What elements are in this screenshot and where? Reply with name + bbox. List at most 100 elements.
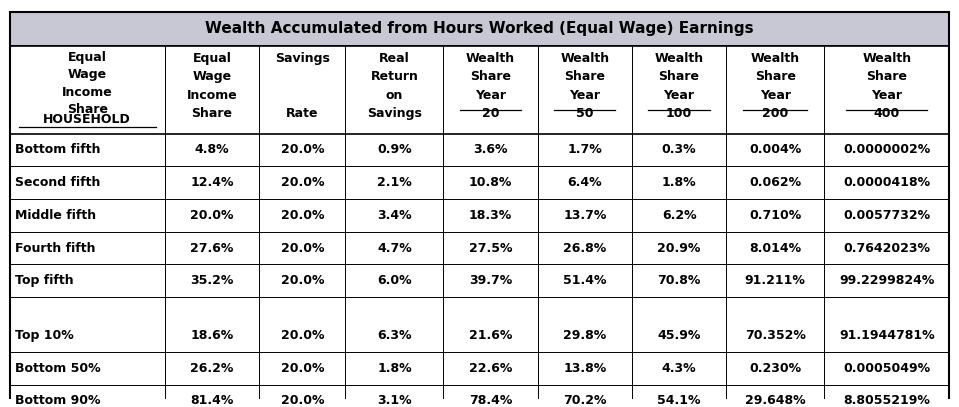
Text: Top 10%: Top 10% <box>15 329 74 342</box>
Text: 4.3%: 4.3% <box>662 362 696 375</box>
Text: 8.014%: 8.014% <box>749 242 801 255</box>
Text: 8.8055219%: 8.8055219% <box>843 394 930 407</box>
Text: Middle fifth: Middle fifth <box>15 209 96 222</box>
Text: Real: Real <box>379 52 409 65</box>
Text: 81.4%: 81.4% <box>190 394 234 407</box>
Text: 13.7%: 13.7% <box>563 209 606 222</box>
Text: 45.9%: 45.9% <box>658 329 701 342</box>
Text: 91.1944781%: 91.1944781% <box>839 329 934 342</box>
Text: 20.0%: 20.0% <box>281 362 324 375</box>
Bar <box>10 46 949 133</box>
Text: Share: Share <box>866 70 907 83</box>
Text: 6.4%: 6.4% <box>568 176 602 189</box>
Text: Share: Share <box>659 70 699 83</box>
Text: 26.8%: 26.8% <box>563 242 606 255</box>
Text: 200: 200 <box>762 107 788 120</box>
Text: 91.211%: 91.211% <box>745 274 806 287</box>
Text: 27.5%: 27.5% <box>469 242 512 255</box>
Text: Year: Year <box>570 89 600 102</box>
Text: 99.2299824%: 99.2299824% <box>839 274 934 287</box>
Text: 0.0000002%: 0.0000002% <box>843 144 930 157</box>
Text: 35.2%: 35.2% <box>190 274 234 287</box>
Text: 1.8%: 1.8% <box>377 362 411 375</box>
Text: Wealth: Wealth <box>751 52 800 65</box>
Text: Wealth: Wealth <box>655 52 704 65</box>
Text: 12.4%: 12.4% <box>190 176 234 189</box>
Text: 400: 400 <box>874 107 900 120</box>
Text: 18.3%: 18.3% <box>469 209 512 222</box>
Text: Share: Share <box>564 70 605 83</box>
Text: Equal: Equal <box>68 51 106 64</box>
Bar <box>10 12 949 46</box>
Text: Year: Year <box>871 89 902 102</box>
Text: 6.3%: 6.3% <box>377 329 411 342</box>
Text: Share: Share <box>755 70 796 83</box>
Text: Income: Income <box>187 89 238 102</box>
Text: 100: 100 <box>666 107 692 120</box>
Text: 3.4%: 3.4% <box>377 209 411 222</box>
Text: 3.1%: 3.1% <box>377 394 411 407</box>
Text: Fourth fifth: Fourth fifth <box>15 242 96 255</box>
Text: on: on <box>386 89 403 102</box>
Text: 6.0%: 6.0% <box>377 274 411 287</box>
Text: 6.2%: 6.2% <box>662 209 696 222</box>
Text: 29.648%: 29.648% <box>745 394 806 407</box>
Text: Savings: Savings <box>275 52 330 65</box>
Text: 0.062%: 0.062% <box>749 176 801 189</box>
Text: 54.1%: 54.1% <box>657 394 701 407</box>
Text: 20.0%: 20.0% <box>281 274 324 287</box>
Text: Wealth: Wealth <box>560 52 609 65</box>
Text: 0.0000418%: 0.0000418% <box>843 176 930 189</box>
Text: Wage: Wage <box>68 68 106 81</box>
Text: 50: 50 <box>576 107 594 120</box>
Text: 0.0057732%: 0.0057732% <box>843 209 930 222</box>
Text: 20.0%: 20.0% <box>281 242 324 255</box>
Text: 20.9%: 20.9% <box>658 242 701 255</box>
Text: HOUSEHOLD: HOUSEHOLD <box>43 114 131 127</box>
Text: Share: Share <box>192 107 232 120</box>
Text: 0.7642023%: 0.7642023% <box>843 242 930 255</box>
Text: Income: Income <box>62 85 112 98</box>
Text: 20: 20 <box>481 107 500 120</box>
Text: 20.0%: 20.0% <box>281 329 324 342</box>
Text: Share: Share <box>470 70 511 83</box>
Text: 0.230%: 0.230% <box>749 362 801 375</box>
Text: Second fifth: Second fifth <box>15 176 101 189</box>
Text: Return: Return <box>370 70 418 83</box>
Text: Bottom 50%: Bottom 50% <box>15 362 101 375</box>
Text: Bottom fifth: Bottom fifth <box>15 144 101 157</box>
Text: 3.6%: 3.6% <box>473 144 507 157</box>
Text: 70.352%: 70.352% <box>745 329 806 342</box>
Text: 20.0%: 20.0% <box>281 394 324 407</box>
Text: 20.0%: 20.0% <box>190 209 234 222</box>
Text: 1.8%: 1.8% <box>662 176 696 189</box>
Text: 51.4%: 51.4% <box>563 274 606 287</box>
Text: Wealth: Wealth <box>466 52 515 65</box>
Text: Year: Year <box>664 89 694 102</box>
Text: 0.004%: 0.004% <box>749 144 802 157</box>
Text: 10.8%: 10.8% <box>469 176 512 189</box>
Text: 22.6%: 22.6% <box>469 362 512 375</box>
Text: 0.3%: 0.3% <box>662 144 696 157</box>
Text: 20.0%: 20.0% <box>281 209 324 222</box>
Text: Savings: Savings <box>367 107 422 120</box>
Text: Share: Share <box>67 103 107 116</box>
Text: 26.2%: 26.2% <box>190 362 234 375</box>
Text: Rate: Rate <box>286 107 318 120</box>
Text: Equal: Equal <box>193 52 231 65</box>
Text: Wealth Accumulated from Hours Worked (Equal Wage) Earnings: Wealth Accumulated from Hours Worked (Eq… <box>205 22 754 36</box>
Text: 13.8%: 13.8% <box>563 362 606 375</box>
Text: 21.6%: 21.6% <box>469 329 512 342</box>
Text: Top fifth: Top fifth <box>15 274 74 287</box>
Text: Bottom 90%: Bottom 90% <box>15 394 101 407</box>
Text: 27.6%: 27.6% <box>190 242 234 255</box>
Text: 0.9%: 0.9% <box>377 144 411 157</box>
Text: 29.8%: 29.8% <box>563 329 606 342</box>
Text: 20.0%: 20.0% <box>281 176 324 189</box>
Text: Year: Year <box>760 89 790 102</box>
Text: 78.4%: 78.4% <box>469 394 512 407</box>
Text: 4.7%: 4.7% <box>377 242 411 255</box>
Text: 18.6%: 18.6% <box>191 329 234 342</box>
Text: 70.2%: 70.2% <box>563 394 606 407</box>
Text: 0.0005049%: 0.0005049% <box>843 362 930 375</box>
